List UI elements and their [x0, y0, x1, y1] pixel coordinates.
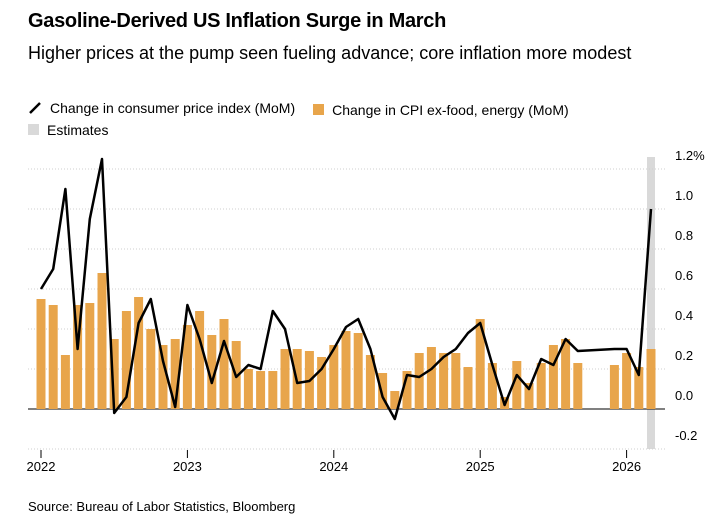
- bar: [512, 361, 522, 409]
- bar: [573, 363, 583, 409]
- bar: [365, 355, 375, 409]
- bar: [134, 297, 144, 409]
- bar: [536, 363, 546, 409]
- bar: [207, 335, 217, 409]
- x-tick-label: 2025: [466, 459, 495, 474]
- legend-item: Change in CPI ex-food, energy (MoM): [313, 100, 569, 120]
- bar: [60, 355, 70, 409]
- legend-label: Estimates: [47, 121, 109, 138]
- x-tick-label: 2023: [173, 459, 202, 474]
- estimates-band: [647, 157, 655, 449]
- bar: [622, 353, 632, 409]
- bar: [280, 349, 290, 409]
- bar: [524, 383, 534, 409]
- bar: [243, 369, 253, 409]
- bar: [158, 345, 168, 409]
- bar: [353, 333, 363, 409]
- bar: [256, 371, 266, 409]
- legend-swatch: [313, 104, 325, 115]
- bar: [48, 305, 58, 409]
- x-tick-label: 2022: [27, 459, 56, 474]
- x-tick-label: 2024: [319, 459, 348, 474]
- y-tick-label: 0.8: [675, 228, 693, 243]
- bar: [487, 363, 497, 409]
- bar: [219, 319, 229, 409]
- chart-subtitle: Higher prices at the pump seen fueling a…: [28, 43, 632, 63]
- y-tick-label: 0.0: [675, 388, 693, 403]
- bar: [378, 373, 388, 409]
- bar: [463, 367, 473, 409]
- bar: [439, 353, 449, 409]
- bar: [475, 319, 485, 409]
- legend-item: Change in consumer price index (MoM): [28, 98, 295, 118]
- bar: [561, 339, 571, 409]
- y-tick-label: 0.2: [675, 348, 693, 363]
- bar: [341, 331, 351, 409]
- bar: [73, 305, 83, 409]
- cpi-line: [39, 157, 653, 421]
- legend-swatch: [28, 124, 39, 135]
- bar: [36, 299, 46, 409]
- y-tick-label: 1.0: [675, 188, 693, 203]
- bar: [195, 311, 205, 409]
- bar: [268, 371, 278, 409]
- legend-label: Change in CPI ex-food, energy (MoM): [332, 101, 569, 118]
- bar: [548, 345, 558, 409]
- legend-label: Change in consumer price index (MoM): [50, 100, 296, 116]
- legend-swatch: [29, 102, 41, 114]
- bar: [414, 353, 424, 409]
- bar: [451, 353, 461, 409]
- bar: [402, 371, 412, 409]
- x-tick-label: 2026: [612, 459, 641, 474]
- bar: [109, 339, 119, 409]
- y-tick-label: 1.2%: [675, 148, 705, 163]
- bar: [634, 367, 644, 409]
- bar: [97, 273, 107, 409]
- bar: [426, 347, 436, 409]
- legend-item: Estimates: [28, 120, 108, 140]
- source-note: Source: Bureau of Labor Statistics, Bloo…: [28, 499, 296, 514]
- bar: [390, 391, 400, 409]
- bar: [121, 311, 131, 409]
- bar: [317, 357, 327, 409]
- bar: [182, 325, 192, 409]
- legend: Change in consumer price index (MoM) Chan…: [28, 98, 708, 140]
- bar: [170, 339, 180, 409]
- legend-line: [29, 102, 41, 114]
- y-tick-label: -0.2: [675, 428, 697, 443]
- bar: [85, 303, 95, 409]
- bar: [329, 345, 339, 409]
- chart-title: Gasoline-Derived US Inflation Surge in M…: [28, 10, 446, 32]
- y-tick-label: 0.6: [675, 268, 693, 283]
- bar: [146, 329, 156, 409]
- bar: [609, 365, 619, 409]
- bar: [646, 349, 656, 409]
- y-tick-label: 0.4: [675, 308, 693, 323]
